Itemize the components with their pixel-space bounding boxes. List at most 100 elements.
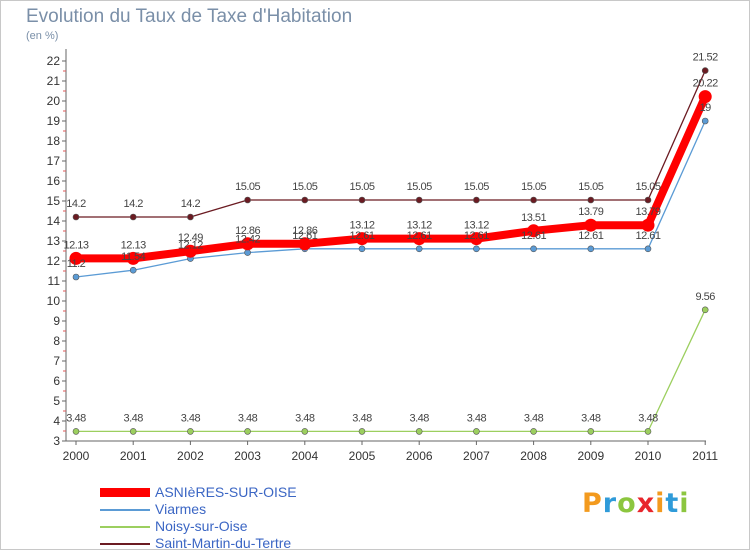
data-point: [701, 117, 709, 125]
data-point: [415, 428, 423, 435]
data-point: [644, 196, 652, 204]
data-point: [527, 224, 541, 238]
chart-series: [69, 67, 712, 435]
y-tick-label: 18: [47, 134, 61, 148]
data-point: [701, 67, 709, 74]
chart-title: Evolution du Taux de Taxe d'Habitation: [26, 6, 353, 27]
data-label: 3.48: [352, 412, 372, 424]
data-label: 12.49: [178, 232, 203, 244]
data-point: [587, 196, 595, 204]
data-label: 3.48: [123, 412, 143, 424]
x-tick-label: 2002: [177, 449, 204, 463]
data-label: 3.48: [66, 412, 86, 424]
data-label: 13.51: [521, 212, 546, 224]
data-point: [126, 251, 140, 265]
logo-letter: P: [582, 488, 603, 519]
legend-swatch-asnieres: [100, 488, 150, 497]
data-point: [241, 237, 255, 251]
data-point: [358, 196, 366, 204]
data-label: 14.2: [66, 198, 86, 210]
data-label: 20.22: [693, 78, 718, 90]
x-tick-label: 2000: [63, 449, 90, 463]
data-label: 15.05: [235, 181, 260, 193]
data-point: [69, 251, 83, 265]
data-label: 15.05: [578, 181, 603, 193]
data-label: 15.05: [407, 181, 432, 193]
x-tick-label: 2010: [635, 449, 662, 463]
data-label: 13.12: [464, 220, 489, 232]
x-tick-label: 2011: [692, 449, 718, 463]
x-tick-label: 2007: [463, 449, 490, 463]
data-point: [187, 428, 194, 435]
data-label: 11.2: [67, 258, 86, 270]
data-label: 3.48: [238, 412, 258, 424]
y-tick-label: 8: [53, 334, 60, 348]
data-point: [358, 245, 366, 253]
data-point: [415, 196, 423, 204]
data-label: 15.05: [521, 181, 546, 193]
data-label: 3.48: [295, 412, 315, 424]
proxiti-logo: Proxiti: [582, 488, 690, 519]
data-point: [530, 428, 537, 435]
y-tick-label: 12: [47, 254, 61, 268]
data-point: [244, 249, 251, 256]
data-label: 12.13: [63, 239, 88, 251]
y-tick-label: 21: [47, 74, 61, 88]
x-tick-label: 2005: [349, 449, 376, 463]
data-label: 13.12: [349, 220, 374, 232]
data-point: [473, 245, 480, 253]
data-label: 3.48: [467, 412, 487, 424]
data-label: 12.61: [464, 230, 489, 242]
chart-data-labels: 14.2 14.2 14.2 15.05 15.05 15.05 15.05 15.05 15.…: [63, 52, 718, 425]
y-tick-label: 20: [47, 94, 61, 108]
x-tick-label: 2003: [234, 449, 261, 463]
data-point: [72, 428, 80, 435]
y-tick-label: 10: [47, 294, 61, 308]
data-label: 13.79: [635, 206, 660, 218]
data-label: 3.48: [638, 412, 658, 424]
y-tick-label: 5: [53, 394, 60, 408]
x-tick-label: 2008: [520, 449, 547, 463]
data-point: [187, 213, 194, 221]
data-label: 15.05: [349, 181, 374, 193]
data-label: 14.2: [123, 198, 143, 210]
legend-label-noisy: Noisy-sur-Oise: [155, 518, 248, 534]
legend-label-saint-martin: Saint-Martin-du-Tertre: [155, 535, 292, 551]
data-label: 13.12: [407, 220, 432, 232]
logo-letter: i: [655, 488, 666, 519]
logo-letter: t: [665, 488, 680, 519]
series-line: [76, 70, 706, 218]
data-point: [244, 196, 251, 204]
data-label: 12.12: [178, 240, 203, 252]
data-label: 12.61: [635, 230, 660, 242]
x-tick-label: 2001: [120, 449, 147, 463]
data-point: [72, 273, 80, 281]
data-label: 11.54: [121, 251, 146, 263]
data-point: [129, 213, 137, 221]
data-point: [530, 245, 537, 253]
data-point: [473, 428, 480, 435]
y-tick-label: 14: [47, 214, 61, 228]
x-tick-label: 2004: [291, 449, 318, 463]
series-line: [76, 94, 709, 263]
y-tick-label: 19: [47, 114, 61, 128]
y-tick-label: 3: [53, 434, 60, 448]
data-point: [644, 428, 652, 435]
data-point: [129, 266, 137, 274]
data-point: [183, 244, 197, 258]
legend-swatch-viarmes: [100, 509, 150, 511]
series-line: [75, 120, 706, 278]
data-label: 12.86: [235, 225, 260, 237]
data-point: [698, 90, 712, 104]
data-label: 9.56: [695, 291, 715, 303]
data-label: 15.05: [292, 181, 317, 193]
data-point: [641, 218, 655, 232]
data-label: 12.61: [292, 230, 317, 242]
logo-letter: i: [679, 488, 690, 519]
data-point: [530, 196, 537, 204]
y-tick-label: 7: [53, 354, 60, 368]
data-point: [72, 213, 80, 221]
data-label: 12.61: [407, 230, 432, 242]
